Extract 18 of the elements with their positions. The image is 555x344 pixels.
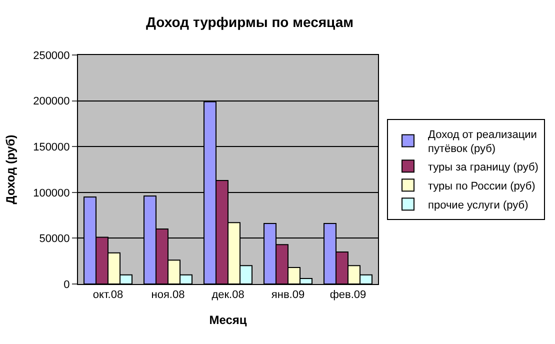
y-tick-label: 150000: [33, 141, 70, 154]
legend-label: прочие услуги (руб): [428, 199, 528, 212]
chart-title: Доход турфирмы по месяцам: [146, 14, 354, 30]
y-tick-label: 50000: [39, 233, 70, 246]
x-tick-label: окт.08: [92, 289, 124, 302]
x-axis-title: Месяц: [209, 313, 248, 328]
x-tick-label: дек.08: [212, 289, 244, 302]
y-tick-label: 100000: [33, 187, 70, 200]
y-tick-label: 200000: [33, 96, 70, 108]
legend-label: туры за границу (руб): [428, 161, 538, 174]
legend-label: туры по России (руб): [428, 180, 536, 192]
y-axis-title: Доход (руб): [3, 134, 18, 204]
x-tick-label: фев.09: [330, 289, 366, 302]
legend-label: Доход от реализации путёвок (руб): [428, 128, 537, 156]
y-tick-label: 250000: [33, 50, 70, 62]
x-tick-label: ноя.08: [151, 289, 185, 302]
y-tick-label: 0: [64, 278, 70, 291]
x-tick-label: янв.09: [271, 289, 305, 302]
